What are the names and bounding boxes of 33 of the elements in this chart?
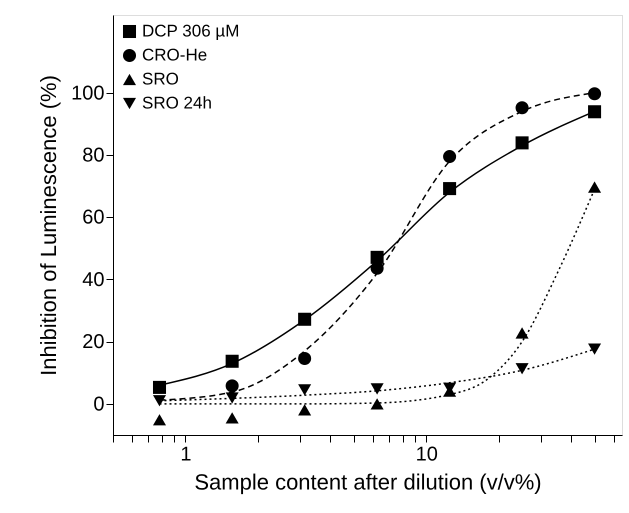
x-axis-title: Sample content after dilution (v/v%) — [194, 470, 542, 494]
y-tick-label: 40 — [82, 268, 104, 291]
x-tick-label: 10 — [416, 444, 438, 466]
legend-label: SRO 24h — [142, 94, 212, 112]
point — [226, 379, 239, 392]
point — [370, 398, 384, 410]
point — [516, 363, 529, 374]
point — [516, 101, 529, 114]
y-tick-label: 80 — [82, 144, 104, 166]
point — [152, 380, 166, 394]
legend-label: CRO-He — [142, 46, 208, 64]
point — [516, 327, 529, 339]
legend-label: SRO — [142, 70, 179, 88]
point — [370, 383, 384, 395]
y-tick-label: 60 — [82, 206, 104, 229]
point — [298, 384, 312, 396]
point — [152, 414, 166, 426]
point — [226, 412, 239, 424]
legend-label: DCP 306 µM — [142, 22, 240, 40]
y-tick-label: 0 — [93, 393, 104, 416]
point — [588, 181, 602, 193]
point — [443, 150, 456, 164]
y-axis-title: Inhibition of Luminescence (%) — [36, 75, 62, 376]
y-tick-label: 20 — [82, 331, 104, 354]
point — [588, 343, 602, 355]
point — [588, 87, 602, 100]
y-tick-label: 100 — [71, 82, 104, 104]
point — [152, 395, 166, 406]
point — [226, 354, 239, 368]
point — [298, 404, 312, 416]
point — [298, 352, 312, 365]
point — [588, 105, 602, 118]
x-tick-label: 1 — [180, 444, 192, 466]
